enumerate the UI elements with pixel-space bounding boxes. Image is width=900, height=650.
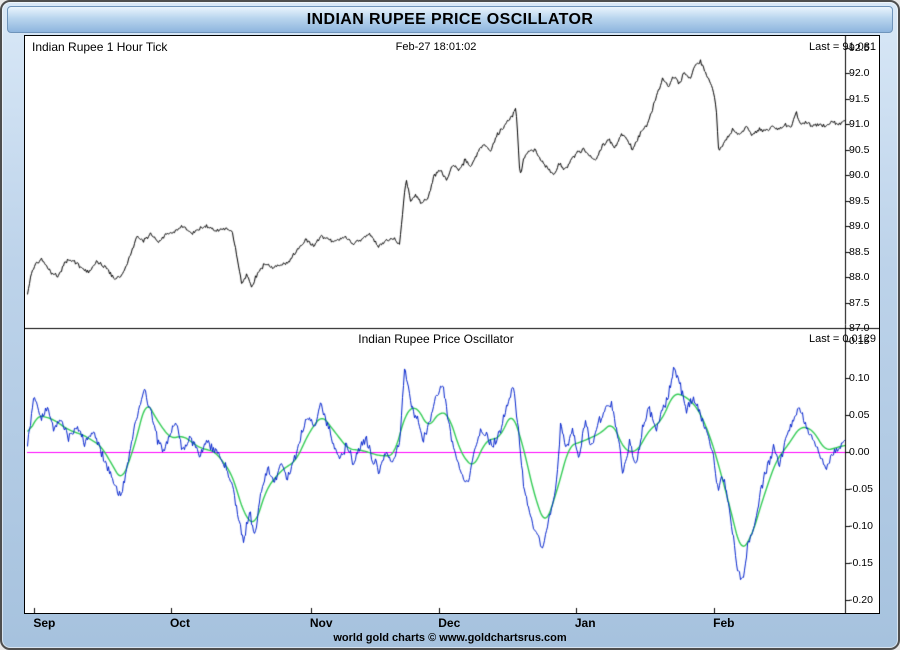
chart-canvas	[25, 36, 879, 613]
x-tick-label-nov: Nov	[309, 616, 333, 630]
x-tick-label-oct: Oct	[169, 616, 190, 630]
title-bar: INDIAN RUPEE PRICE OSCILLATOR	[7, 6, 893, 33]
x-axis: Sep Oct Nov Dec Jan Feb	[24, 614, 880, 631]
price-series-label: Indian Rupee 1 Hour Tick	[32, 40, 168, 54]
oscillator-last-value: Last = 0.0129	[809, 333, 876, 345]
x-tick-label-jan: Jan	[574, 616, 596, 630]
x-tick-label-sep: Sep	[33, 616, 56, 630]
x-tick-label-feb: Feb	[713, 616, 735, 630]
price-last-value: Last = 91.081	[809, 41, 876, 53]
x-tick-label-dec: Dec	[438, 616, 461, 630]
timestamp-label: Feb-27 18:01:02	[395, 41, 477, 53]
footer-credit: world gold charts © www.goldchartsrus.co…	[333, 632, 567, 644]
oscillator-title: Indian Rupee Price Oscillator	[358, 332, 514, 346]
page-title: INDIAN RUPEE PRICE OSCILLATOR	[306, 10, 594, 28]
chart-frame: Indian Rupee 1 Hour Tick Feb-27 18:01:02…	[24, 35, 880, 614]
